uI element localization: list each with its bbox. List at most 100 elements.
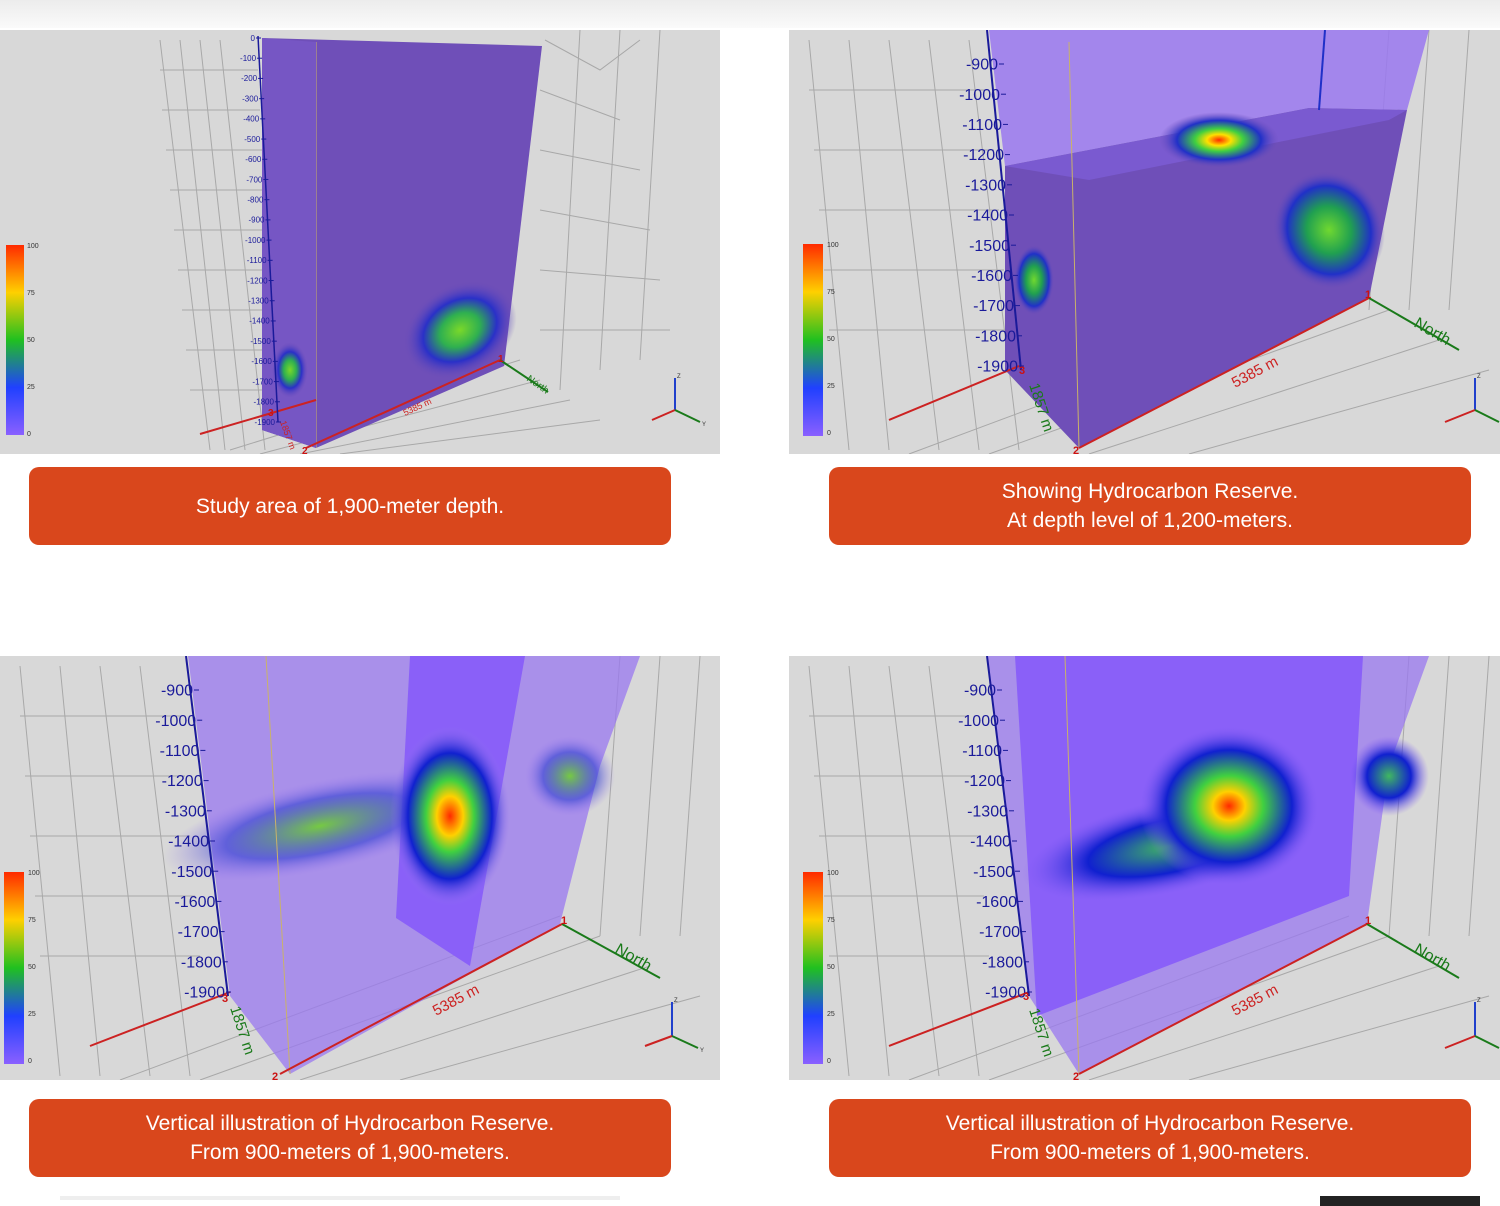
depth-tick-label: -1500 [250, 337, 271, 346]
depth-tick-label: -1200 [247, 276, 268, 285]
top-band [0, 0, 1500, 28]
depth-tick-label: -1700 [973, 298, 1014, 315]
depth-tick-label: -1800 [982, 954, 1023, 971]
depth-tick-label: -1500 [171, 864, 212, 881]
volume-render-horizontal-slice: -900 -1000 -1100 -1200 -1300 -1400 -1500 -1600 -… [789, 30, 1500, 454]
depth-tick-label: 0 [251, 34, 256, 43]
caption-vertical-slice-a: Vertical illustration of Hydrocarbon Res… [29, 1099, 671, 1177]
depth-tick-label: -1000 [958, 713, 999, 730]
depth-tick-label: -400 [243, 115, 260, 124]
depth-tick-label: -1500 [973, 864, 1014, 881]
depth-tick-label: -1600 [174, 894, 215, 911]
colorbar-tick: 25 [827, 383, 835, 390]
colorbar-tick: 0 [28, 1058, 32, 1065]
depth-tick-label: -1900 [977, 359, 1018, 376]
corner-mark: 3 [1019, 365, 1025, 377]
colorbar-tick: 50 [827, 336, 835, 343]
depth-tick-label: -1300 [967, 803, 1008, 820]
colorbar-tick: 50 [827, 964, 835, 971]
bottom-divider [60, 1196, 620, 1200]
colorbar-tick: 100 [827, 242, 839, 249]
depth-tick-label: -1600 [976, 894, 1017, 911]
corner-mark: 2 [272, 1071, 278, 1080]
colorbar-tick: 25 [27, 384, 35, 391]
depth-tick-label: -1100 [962, 117, 1002, 134]
depth-tick-label: -900 [964, 683, 996, 700]
depth-tick-label: -1200 [963, 147, 1004, 164]
depth-tick-label: -1600 [251, 357, 272, 366]
depth-tick-label: -1900 [985, 985, 1026, 1002]
depth-tick-label: -500 [244, 135, 261, 144]
axis-label-z: Z [1477, 998, 1481, 1004]
depth-axis: -900 -1000 -1100 -1200 -1300 -1400 -1500 -1600 -… [958, 656, 1032, 1002]
depth-tick-label: -1700 [252, 377, 273, 386]
depth-axis: 0 -100 -200 -300 -400 -500 -600 -700 -800 -900 -10… [240, 34, 281, 427]
depth-tick-label: -1900 [184, 985, 225, 1002]
volume-render-study-area: 0 -100 -200 -300 -400 -500 -600 -700 -800 -900 -10… [0, 30, 720, 454]
depth-tick-label: -200 [241, 74, 258, 83]
depth-tick-label: -1300 [965, 177, 1006, 194]
panel-vertical-slice-a: -900 -1000 -1100 -1200 -1300 -1400 -1500 -1600 -… [0, 656, 720, 1080]
caption-study-area: Study area of 1,900-meter depth. [29, 467, 671, 545]
depth-tick-label: -900 [161, 683, 193, 700]
colorbar-tick: 75 [27, 290, 35, 297]
axis-label-z: Z [677, 374, 681, 380]
caption-line: From 900-meters of 1,900-meters. [190, 1141, 510, 1164]
corner-mark: 1 [561, 915, 567, 927]
colorbar-tick: 0 [27, 431, 31, 438]
corner-mark: 3 [268, 408, 274, 419]
axis-label-y: Y [702, 422, 706, 428]
caption-vertical-slice-b: Vertical illustration of Hydrocarbon Res… [829, 1099, 1471, 1177]
colorbar-tick: 100 [827, 870, 839, 877]
caption-line: Vertical illustration of Hydrocarbon Res… [145, 1112, 555, 1135]
depth-tick-label: -1700 [178, 924, 219, 941]
colorbar-tick: 0 [827, 1058, 831, 1065]
depth-tick-label: -1400 [249, 317, 270, 326]
corner-mark: 3 [1023, 991, 1029, 1003]
colorbar-tick: 50 [28, 964, 36, 971]
depth-tick-label: -1200 [162, 773, 203, 790]
corner-mark: 2 [1073, 1071, 1079, 1080]
depth-tick-label: -1100 [962, 743, 1002, 760]
caption-line: Showing Hydrocarbon Reserve. [1001, 480, 1299, 503]
colorbar-tick: 0 [827, 430, 831, 437]
caption-line: At depth level of 1,200-meters. [1007, 509, 1293, 532]
orientation-gizmo-icon: Z [1444, 374, 1500, 423]
colorbar-tick: 75 [827, 289, 835, 296]
depth-tick-label: -1500 [969, 238, 1010, 255]
depth-tick-label: -800 [247, 195, 264, 204]
orientation-gizmo-icon: Z [1444, 998, 1500, 1049]
corner-mark: 1 [498, 354, 504, 365]
depth-axis: -900 -1000 -1100 -1200 -1300 -1400 -1500 -1600 -… [959, 30, 1024, 376]
logo-fragment [1320, 1196, 1480, 1206]
orientation-gizmo-icon: Z Y [651, 374, 706, 428]
colorbar: 100 75 50 25 0 [803, 870, 839, 1065]
colorbar: 100 75 50 25 0 [4, 870, 40, 1065]
panel-horizontal-slice: -900 -1000 -1100 -1200 -1300 -1400 -1500 -1600 -… [789, 30, 1500, 454]
depth-tick-label: -1100 [247, 256, 267, 265]
caption-line: Study area of 1,900-meter depth. [195, 494, 505, 518]
depth-axis: -900 -1000 -1100 -1200 -1300 -1400 -1500 -1600 -… [155, 656, 231, 1002]
depth-tick-label: -600 [245, 155, 262, 164]
depth-tick-label: -1200 [964, 773, 1005, 790]
colorbar-tick: 75 [28, 917, 36, 924]
panel-study-area: 0 -100 -200 -300 -400 -500 -600 -700 -800 -900 -10… [0, 30, 720, 454]
colorbar-tick: 100 [27, 243, 39, 250]
depth-tick-label: -1800 [975, 328, 1016, 345]
colorbar-tick: 100 [28, 870, 40, 877]
caption-line: From 900-meters of 1,900-meters. [990, 1141, 1310, 1164]
panel-vertical-slice-b: -900 -1000 -1100 -1200 -1300 -1400 -1500 -1600 -… [789, 656, 1500, 1080]
depth-tick-label: -1700 [979, 924, 1020, 941]
depth-tick-label: -1400 [970, 834, 1011, 851]
caption-horizontal-slice: Showing Hydrocarbon Reserve. At depth le… [829, 467, 1471, 545]
corner-mark: 1 [1365, 915, 1371, 927]
depth-tick-label: -1000 [155, 713, 196, 730]
depth-tick-label: -300 [242, 94, 259, 103]
axis-label-z: Z [1477, 374, 1481, 380]
corner-mark: 2 [1073, 445, 1079, 454]
depth-tick-label: -1600 [971, 268, 1012, 285]
corner-mark: 3 [222, 993, 228, 1005]
colorbar: 100 75 50 25 0 [6, 243, 39, 438]
depth-tick-label: -1400 [168, 834, 209, 851]
colorbar-tick: 25 [28, 1011, 36, 1018]
